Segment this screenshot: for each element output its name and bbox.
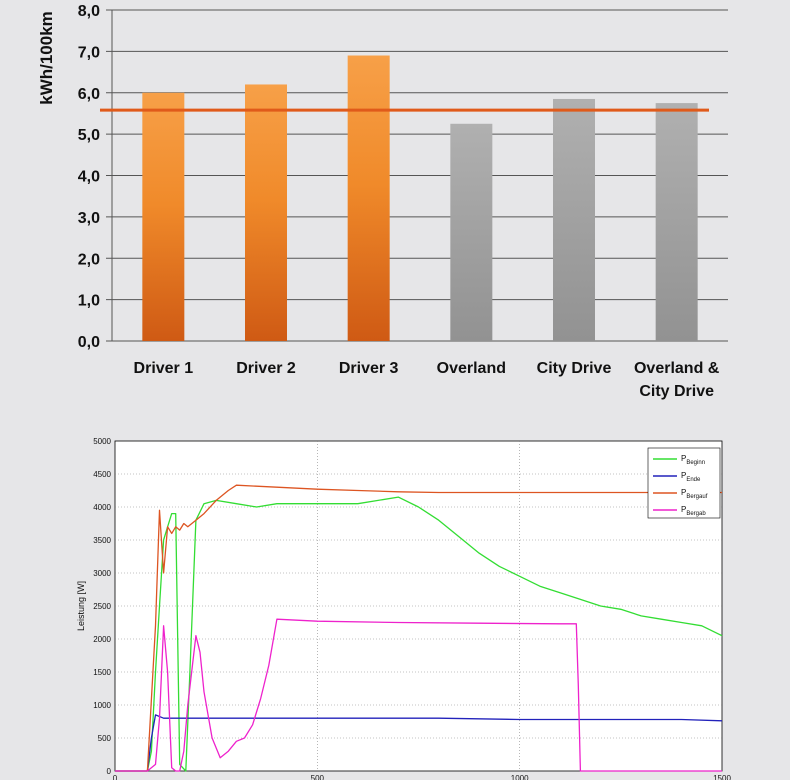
bar [553, 98, 595, 341]
bar-chart-grid [106, 9, 728, 342]
bar-y-tick-label: 8,0 [78, 3, 100, 20]
line-y-tick-label: 1000 [93, 701, 111, 710]
bar [450, 123, 493, 341]
bar-y-tick-label: 3,0 [78, 210, 100, 227]
line-y-tick-label: 500 [98, 734, 112, 743]
line-y-tick-label: 3500 [93, 536, 111, 545]
bar [347, 55, 390, 341]
legend-entry-subscript: Bergab [686, 511, 706, 517]
line-y-tick-label: 5000 [93, 437, 111, 446]
line-series-bergab [115, 618, 722, 772]
legend-entry-subscript: Ende [686, 477, 701, 483]
bar-y-tick-label: 1,0 [78, 293, 100, 310]
line-x-tick-label: 1000 [511, 774, 529, 780]
bar-chart-bars [142, 55, 698, 341]
line-y-tick-label: 1500 [93, 668, 111, 677]
bar-category-label: Overland [437, 360, 506, 377]
line-chart-y-ticks: 0 500 1000 1500 2000 2500 3000 3500 4000 4500 5000 [93, 437, 111, 776]
line-y-tick-label: 3000 [93, 569, 111, 578]
bar-category-label: Driver 2 [236, 360, 296, 377]
line-series-bergauf [115, 484, 722, 772]
bar-category-label: Driver 1 [134, 360, 194, 377]
line-y-tick-label: 4000 [93, 503, 111, 512]
bar-y-tick-label: 6,0 [78, 86, 100, 103]
bar [142, 92, 185, 341]
bar-y-tick-label: 0,0 [78, 334, 100, 351]
line-chart-x-ticks: 0 500 1000 1500 [113, 774, 732, 780]
line-x-tick-label: 1500 [713, 774, 731, 780]
bar-chart-y-axis-label: kWh/100km [37, 11, 56, 105]
bar-category-label: Driver 3 [339, 360, 399, 377]
legend-entry-subscript: Bergauf [686, 494, 707, 500]
line-y-tick-label: 2500 [93, 602, 111, 611]
bar-y-tick-label: 7,0 [78, 44, 100, 61]
bar-chart-y-ticks: 0,0 1,0 2,0 3,0 4,0 5,0 6,0 7,0 8,0 [78, 3, 100, 351]
line-y-tick-label: 0 [107, 767, 112, 776]
bar-chart: 0,01,02,03,04,05,06,07,08,0 Driver 1 Driv… [37, 3, 728, 400]
bar-category-label: City Drive [639, 383, 714, 400]
line-chart-y-axis-label: Leistung [W] [76, 581, 86, 631]
line-chart-series [115, 484, 723, 772]
bar-category-label: City Drive [537, 360, 612, 377]
bar-y-tick-label: 4,0 [78, 169, 100, 186]
bar [245, 84, 287, 341]
legend-entry-subscript: Beginn [686, 460, 705, 466]
line-x-tick-label: 0 [113, 774, 118, 780]
line-series-ende [115, 714, 723, 772]
line-chart: 0500100015002000250030003500400045005000… [76, 437, 731, 780]
line-y-tick-label: 4500 [93, 470, 111, 479]
line-x-tick-label: 500 [311, 774, 325, 780]
bar-chart-x-ticks: Driver 1 Driver 2 Driver 3 Overland City Dri… [134, 360, 720, 400]
bar [655, 103, 698, 341]
bar-y-tick-label: 2,0 [78, 251, 100, 268]
bar-y-tick-label: 5,0 [78, 127, 100, 144]
bar-category-label: Overland & [634, 360, 720, 377]
line-y-tick-label: 2000 [93, 635, 111, 644]
